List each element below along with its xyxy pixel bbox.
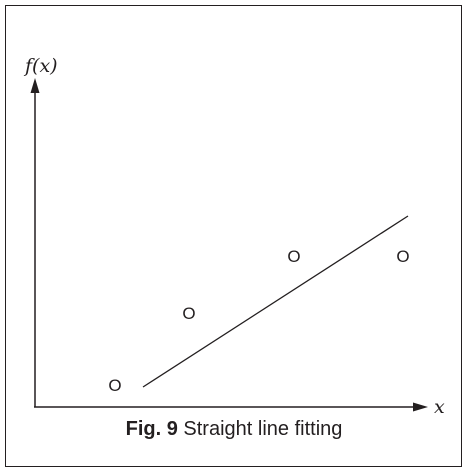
data-point: O	[108, 376, 121, 395]
data-point: O	[287, 247, 300, 266]
y-axis-arrowhead	[30, 78, 40, 93]
figure-number: Fig. 9	[125, 418, 178, 440]
fitted-line	[142, 215, 409, 388]
x-axis-arrowhead	[413, 402, 428, 412]
data-point: O	[396, 247, 409, 266]
figure-frame	[5, 5, 462, 467]
figure-caption: Fig. 9 Straight line fitting	[0, 418, 468, 441]
x-axis-label: x	[434, 396, 445, 418]
data-point: O	[182, 304, 195, 323]
figure-title: Straight line fitting	[183, 418, 343, 440]
y-axis-label: f(x)	[23, 55, 58, 77]
